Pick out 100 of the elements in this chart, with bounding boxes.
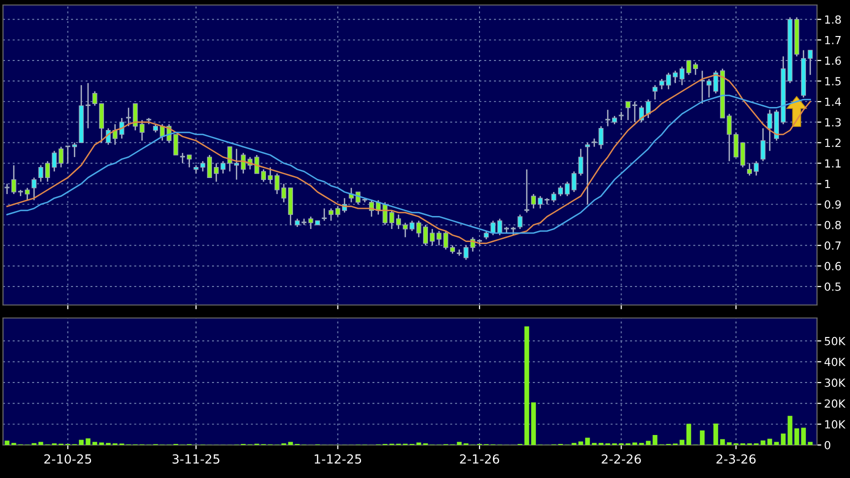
x-tick-label: 2-1-26	[460, 454, 500, 464]
candlestick	[72, 142, 77, 158]
y-tick-label: 50K	[824, 336, 846, 346]
candlestick	[86, 82, 90, 129]
candlestick	[410, 220, 414, 232]
bar	[652, 435, 658, 445]
candlestick	[592, 138, 597, 148]
bar	[774, 442, 779, 445]
y-tick-label: 0.6	[824, 262, 841, 270]
bar	[700, 430, 705, 445]
candlestick	[4, 183, 10, 195]
y-tick-label: 1.6	[825, 56, 841, 65]
candlestick	[564, 181, 570, 197]
bar	[524, 326, 530, 445]
candlestick	[760, 128, 766, 162]
candlestick	[261, 168, 266, 182]
candlestick	[639, 105, 644, 123]
candlestick	[396, 214, 401, 230]
candlestick	[632, 100, 638, 123]
y-tick-label: 1	[825, 180, 830, 188]
candlestick	[680, 66, 684, 86]
x-tick-label: 2-3-26	[716, 454, 756, 464]
bar	[288, 442, 293, 445]
candlestick	[45, 160, 50, 182]
y-tick-label: 1.1	[825, 159, 841, 168]
candlestick	[490, 220, 496, 236]
y-tick-label: 40K	[824, 358, 846, 366]
candlestick	[686, 60, 692, 76]
candlestick	[65, 146, 70, 164]
y-tick-label: 1.7	[825, 36, 841, 44]
candlestick	[234, 148, 239, 180]
bar	[38, 442, 44, 445]
candlestick	[32, 176, 36, 201]
candlestick	[726, 113, 732, 162]
y-tick-label: 1.2	[825, 138, 840, 147]
y-tick-label: 0.5	[824, 282, 841, 291]
candlestick	[672, 70, 678, 84]
y-tick-label: 10K	[825, 420, 846, 429]
candlestick	[659, 78, 664, 90]
bar	[78, 440, 84, 445]
candlestick	[734, 132, 738, 158]
candlestick	[268, 166, 273, 184]
bar	[720, 439, 725, 445]
bar	[794, 428, 800, 445]
candlestick	[214, 162, 219, 182]
y-tick-label: 30K	[824, 378, 846, 387]
candlestick	[389, 210, 394, 230]
candlestick	[464, 244, 468, 260]
candlestick	[605, 109, 610, 127]
bar	[646, 440, 651, 445]
bar	[788, 416, 792, 445]
candlestick	[328, 208, 334, 222]
bar	[578, 441, 584, 445]
y-tick-label: 1.4	[825, 98, 841, 106]
bar	[92, 442, 98, 445]
bar	[686, 424, 692, 445]
candlestick	[274, 172, 280, 195]
candlestick	[524, 168, 530, 214]
candlestick	[531, 193, 536, 210]
y-tick-label: 0.7	[824, 241, 841, 250]
candlestick	[112, 124, 118, 146]
y-tick-label: 0.8	[824, 220, 841, 230]
y-tick-label: 20K	[824, 399, 846, 408]
bar	[86, 438, 90, 445]
candlestick	[11, 164, 16, 195]
bar	[531, 402, 536, 445]
candlestick	[558, 185, 563, 197]
candlestick	[58, 146, 64, 168]
candlestick	[322, 208, 327, 222]
candlestick	[173, 134, 178, 156]
candlestick	[180, 152, 185, 164]
candlestick	[416, 220, 422, 238]
candlestick	[666, 72, 671, 90]
bar	[808, 442, 813, 445]
bar	[801, 428, 806, 445]
candlestick	[126, 107, 131, 127]
candlestick	[430, 228, 435, 246]
candlestick	[220, 160, 226, 174]
candlestick	[24, 187, 30, 201]
candlestick	[140, 119, 144, 142]
x-tick-label: 3-11-25	[172, 454, 220, 464]
candlestick	[402, 222, 408, 238]
candlestick	[572, 170, 576, 193]
candlestick	[436, 230, 442, 246]
candlestick	[626, 100, 630, 121]
y-tick-label: 0.9	[824, 200, 841, 209]
bar	[780, 434, 786, 445]
bar	[680, 440, 684, 445]
line-series	[6, 94, 811, 234]
candlestick	[578, 148, 584, 176]
candlestick	[652, 84, 658, 100]
candlestick	[92, 90, 98, 106]
bar	[713, 424, 718, 445]
candlestick	[443, 230, 448, 250]
candlestick	[207, 154, 212, 178]
candlestick	[186, 154, 192, 168]
x-tick-label: 2-10-25	[44, 454, 92, 464]
x-tick-label: 1-12-25	[314, 454, 362, 464]
candlestick	[38, 164, 44, 182]
candlestick	[281, 183, 286, 203]
